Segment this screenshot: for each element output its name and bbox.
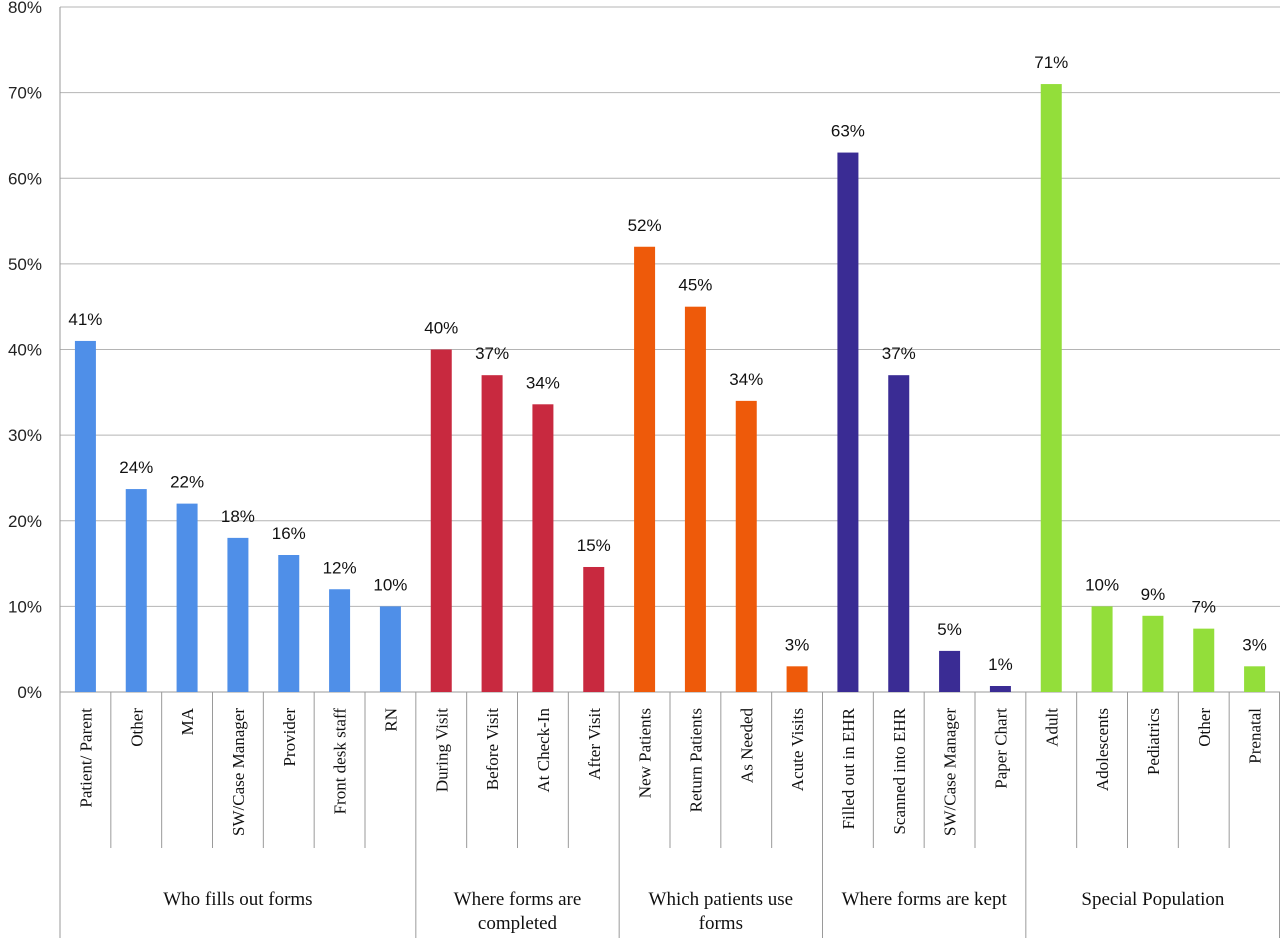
category-label: Adult bbox=[1042, 708, 1061, 747]
bar bbox=[227, 537, 249, 692]
category-label: As Needed bbox=[737, 708, 756, 784]
bar bbox=[786, 666, 808, 692]
y-tick-label: 70% bbox=[8, 84, 42, 103]
x-axis-group-labels: Who fills out forms Where forms are comple… bbox=[163, 889, 1225, 934]
category-label: New Patients bbox=[636, 708, 655, 798]
data-label: 10% bbox=[373, 575, 407, 594]
data-label: 18% bbox=[221, 507, 255, 526]
data-label: 52% bbox=[628, 216, 662, 235]
bar bbox=[532, 404, 554, 692]
bar bbox=[74, 340, 96, 692]
data-label: 41% bbox=[68, 310, 102, 329]
category-label: Acute Visits bbox=[788, 708, 807, 791]
bar bbox=[125, 489, 147, 692]
category-label: After Visit bbox=[585, 708, 604, 780]
group-label: Who fills out forms bbox=[163, 889, 312, 910]
group-label: Special Population bbox=[1081, 889, 1225, 910]
y-tick-label: 30% bbox=[8, 426, 42, 445]
bar bbox=[379, 606, 401, 692]
bar bbox=[1244, 666, 1266, 692]
bar bbox=[939, 650, 961, 692]
group-label: Where forms are bbox=[454, 889, 582, 910]
category-label: Before Visit bbox=[483, 708, 502, 791]
category-label: Other bbox=[1195, 708, 1214, 747]
category-label: Prenatal bbox=[1246, 708, 1265, 764]
y-axis-ticks: 0% 10% 20% 30% 40% 50% 60% 70% 80% bbox=[8, 0, 42, 702]
y-tick-label: 80% bbox=[8, 0, 42, 17]
bars bbox=[74, 84, 1266, 692]
category-label: Return Patients bbox=[686, 708, 705, 812]
category-label: Provider bbox=[280, 708, 299, 767]
category-label: Adolescents bbox=[1093, 708, 1112, 791]
bar bbox=[1040, 84, 1062, 692]
y-tick-label: 20% bbox=[8, 512, 42, 531]
data-label: 3% bbox=[1242, 635, 1267, 654]
data-label: 71% bbox=[1034, 53, 1068, 72]
group-label: Where forms are kept bbox=[842, 889, 1008, 910]
data-label: 45% bbox=[678, 276, 712, 295]
bar bbox=[1142, 615, 1164, 692]
category-label: SW/Case Manager bbox=[229, 708, 248, 836]
y-tick-label: 0% bbox=[17, 683, 42, 702]
data-label: 7% bbox=[1191, 598, 1216, 617]
data-label: 37% bbox=[882, 344, 916, 363]
group-label: Which patients use bbox=[649, 889, 794, 910]
bar bbox=[989, 686, 1011, 692]
bar bbox=[634, 246, 656, 692]
category-label: At Check-In bbox=[534, 708, 553, 793]
data-label: 24% bbox=[119, 458, 153, 477]
category-label: SW/Case Manager bbox=[941, 708, 960, 836]
category-label: Patient/ Parent bbox=[76, 708, 95, 808]
data-label: 3% bbox=[785, 635, 810, 654]
bar bbox=[1193, 628, 1215, 692]
bar bbox=[735, 400, 757, 692]
bar bbox=[329, 589, 351, 692]
category-label: RN bbox=[381, 708, 400, 732]
data-label: 1% bbox=[988, 655, 1013, 674]
bar bbox=[278, 555, 300, 692]
y-tick-label: 60% bbox=[8, 169, 42, 188]
data-label: 16% bbox=[272, 524, 306, 543]
bar bbox=[583, 566, 605, 692]
x-axis-category-labels: Patient/ Parent Other MA SW/Case Manager Pro… bbox=[76, 707, 1264, 836]
category-label: During Visit bbox=[432, 708, 451, 792]
data-label: 37% bbox=[475, 344, 509, 363]
data-label: 22% bbox=[170, 473, 204, 492]
data-label: 5% bbox=[937, 620, 962, 639]
x-axis bbox=[59, 7, 1280, 938]
bar bbox=[481, 375, 503, 692]
bar bbox=[684, 306, 706, 692]
bar bbox=[837, 152, 859, 692]
y-tick-label: 40% bbox=[8, 341, 42, 360]
category-label: Scanned into EHR bbox=[890, 707, 909, 834]
data-label: 12% bbox=[323, 558, 357, 577]
category-label: MA bbox=[178, 707, 197, 735]
data-label: 15% bbox=[577, 536, 611, 555]
category-label: Front desk staff bbox=[331, 708, 350, 815]
y-tick-label: 10% bbox=[8, 597, 42, 616]
category-label: Other bbox=[127, 708, 146, 747]
bar bbox=[176, 503, 198, 692]
category-label: Filled out in EHR bbox=[839, 707, 858, 829]
bar bbox=[1091, 606, 1113, 692]
data-label: 63% bbox=[831, 122, 865, 141]
bar bbox=[430, 349, 452, 692]
category-label: Paper Chart bbox=[991, 708, 1010, 789]
data-label: 34% bbox=[526, 373, 560, 392]
data-label: 10% bbox=[1085, 575, 1119, 594]
group-label: completed bbox=[478, 913, 558, 934]
data-labels: 41% 24% 22% 18% 16% 12% 10% 40% 37% 34% 15% 52% 45% 3… bbox=[68, 53, 1266, 674]
bar bbox=[888, 375, 910, 692]
group-label: forms bbox=[699, 913, 743, 934]
gridlines bbox=[60, 6, 1280, 693]
data-label: 40% bbox=[424, 319, 458, 338]
data-label: 34% bbox=[729, 370, 763, 389]
data-label: 9% bbox=[1141, 585, 1166, 604]
y-tick-label: 50% bbox=[8, 255, 42, 274]
category-label: Pediatrics bbox=[1144, 708, 1163, 775]
